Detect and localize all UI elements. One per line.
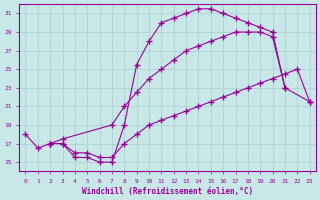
- X-axis label: Windchill (Refroidissement éolien,°C): Windchill (Refroidissement éolien,°C): [82, 187, 253, 196]
